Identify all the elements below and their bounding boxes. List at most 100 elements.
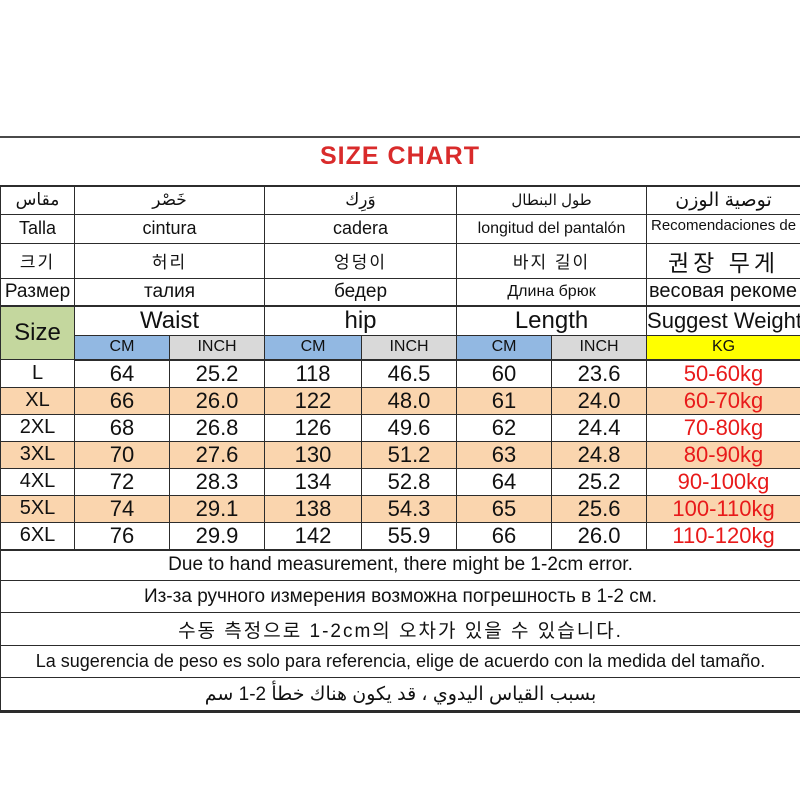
note-arabic: بسبب القياس اليدوي ، قد يكون هناك خطأ 2-… [0, 677, 800, 712]
table-cell: 126 [264, 413, 363, 442]
table-cell: 26.0 [168, 386, 266, 415]
table-cell: 138 [264, 494, 363, 523]
note-russian: Из-за ручного измерения возможна погрешн… [0, 580, 800, 613]
table-cell: 70 [74, 440, 170, 469]
header-hip-english: hip [264, 305, 458, 336]
header-hip-arabic: وَرِك [264, 185, 458, 215]
size-chart-table: مقاس خَصْر وَرِك طول البنطال توصية الوزن… [0, 185, 800, 713]
table-cell: 46.5 [361, 359, 458, 388]
header-length-spanish: longitud del pantalón [456, 213, 648, 244]
note-korean: 수동 측정으로 1-2cm의 오차가 있을 수 있습니다. [0, 612, 800, 646]
table-cell: 24.0 [551, 386, 648, 415]
header-row-korean: 크기 허리 엉덩이 바지 길이 권장 무게 [0, 242, 800, 279]
size-label: XL [0, 386, 75, 415]
weight-cell: 60-70kg [646, 386, 800, 415]
table-cell: 25.2 [168, 359, 266, 388]
table-cell: 29.1 [168, 494, 266, 523]
table-row-4XL: 4XL 72 28.3 134 52.8 64 25.2 90-100kg [0, 467, 800, 496]
unit-weight-kg: KG [646, 335, 800, 361]
weight-cell: 80-90kg [646, 440, 800, 469]
table-cell: 66 [456, 521, 553, 551]
size-label: 3XL [0, 440, 75, 469]
table-cell: 51.2 [361, 440, 458, 469]
table-cell: 61 [456, 386, 553, 415]
table-cell: 134 [264, 467, 363, 496]
weight-cell: 70-80kg [646, 413, 800, 442]
note-row-spanish: La sugerencia de peso es solo para refer… [0, 645, 800, 678]
table-cell: 60 [456, 359, 553, 388]
table-cell: 48.0 [361, 386, 458, 415]
header-length-english: Length [456, 305, 648, 336]
header-weight-russian: весовая рекоме [646, 277, 800, 307]
units-row: CM INCH CM INCH CM INCH KG [1, 335, 800, 361]
weight-cell: 50-60kg [646, 359, 800, 388]
table-cell: 63 [456, 440, 553, 469]
weight-cell: 90-100kg [646, 467, 800, 496]
size-label: 6XL [0, 521, 75, 551]
header-weight-spanish-text: Recomendaciones de peso [650, 216, 797, 243]
table-row-6XL: 6XL 76 29.9 142 55.9 66 26.0 110-120kg [0, 521, 800, 551]
header-waist-english: Waist [73, 305, 266, 336]
unit-hip-inch: INCH [361, 335, 458, 361]
header-size-arabic: مقاس [0, 185, 75, 215]
table-cell: 54.3 [361, 494, 458, 523]
size-label: 4XL [0, 467, 75, 496]
table-cell: 23.6 [551, 359, 648, 388]
table-cell: 66 [74, 386, 170, 415]
table-row-3XL: 3XL 70 27.6 130 51.2 63 24.8 80-90kg [0, 440, 800, 469]
header-row-arabic: مقاس خَصْر وَرِك طول البنطال توصية الوزن [0, 185, 800, 215]
note-row-arabic: بسبب القياس اليدوي ، قد يكون هناك خطأ 2-… [0, 677, 800, 712]
top-divider-line [0, 136, 800, 138]
table-cell: 72 [74, 467, 170, 496]
table-cell: 68 [74, 413, 170, 442]
table-cell: 74 [74, 494, 170, 523]
table-cell: 26.0 [551, 521, 648, 551]
table-row-XL: XL 66 26.0 122 48.0 61 24.0 60-70kg [0, 386, 800, 415]
size-label: L [0, 359, 75, 388]
header-length-korean: 바지 길이 [456, 242, 648, 279]
page-title: SIZE CHART [320, 142, 480, 170]
header-waist-spanish: cintura [73, 213, 266, 244]
header-waist-russian: талия [73, 277, 266, 307]
unit-length-cm: CM [456, 335, 553, 361]
unit-waist-cm: CM [74, 335, 170, 361]
header-row-russian: Размер талия бедер Длина брюк весовая ре… [0, 277, 800, 307]
note-row-english: Due to hand measurement, there might be … [0, 549, 800, 581]
size-label: 2XL [0, 413, 75, 442]
table-cell: 29.9 [168, 521, 266, 551]
table-cell: 62 [456, 413, 553, 442]
note-english: Due to hand measurement, there might be … [0, 549, 800, 581]
table-row-5XL: 5XL 74 29.1 138 54.3 65 25.6 100-110kg [0, 494, 800, 523]
table-cell: 24.4 [551, 413, 648, 442]
note-row-russian: Из-за ручного измерения возможна погрешн… [0, 580, 800, 613]
table-cell: 55.9 [361, 521, 458, 551]
header-weight-arabic: توصية الوزن [646, 185, 800, 215]
unit-length-inch: INCH [551, 335, 648, 361]
header-hip-korean: 엉덩이 [264, 242, 458, 279]
size-header-cell: Size [0, 305, 75, 360]
table-cell: 122 [264, 386, 363, 415]
header-size-spanish: Talla [0, 213, 75, 244]
table-cell: 26.8 [168, 413, 266, 442]
table-cell: 24.8 [551, 440, 648, 469]
header-length-arabic: طول البنطال [456, 185, 648, 215]
header-weight-spanish: Recomendaciones de peso [646, 213, 800, 244]
unit-hip-cm: CM [264, 335, 363, 361]
table-cell: 27.6 [168, 440, 266, 469]
table-cell: 25.6 [551, 494, 648, 523]
weight-cell: 100-110kg [646, 494, 800, 523]
note-row-korean: 수동 측정으로 1-2cm의 오차가 있을 수 있습니다. [0, 612, 800, 646]
table-cell: 52.8 [361, 467, 458, 496]
header-waist-arabic: خَصْر [73, 185, 266, 215]
table-row-L: L 64 25.2 118 46.5 60 23.6 50-60kg [0, 359, 800, 388]
unit-waist-inch: INCH [168, 335, 266, 361]
header-length-russian: Длина брюк [456, 277, 648, 307]
header-size-korean: 크기 [0, 242, 75, 279]
table-cell: 28.3 [168, 467, 266, 496]
header-row-english: Size Waist hip Length Suggest Weight [0, 305, 800, 360]
weight-cell: 110-120kg [646, 521, 800, 551]
table-cell: 64 [74, 359, 170, 388]
header-hip-russian: бедер [264, 277, 458, 307]
table-cell: 76 [74, 521, 170, 551]
